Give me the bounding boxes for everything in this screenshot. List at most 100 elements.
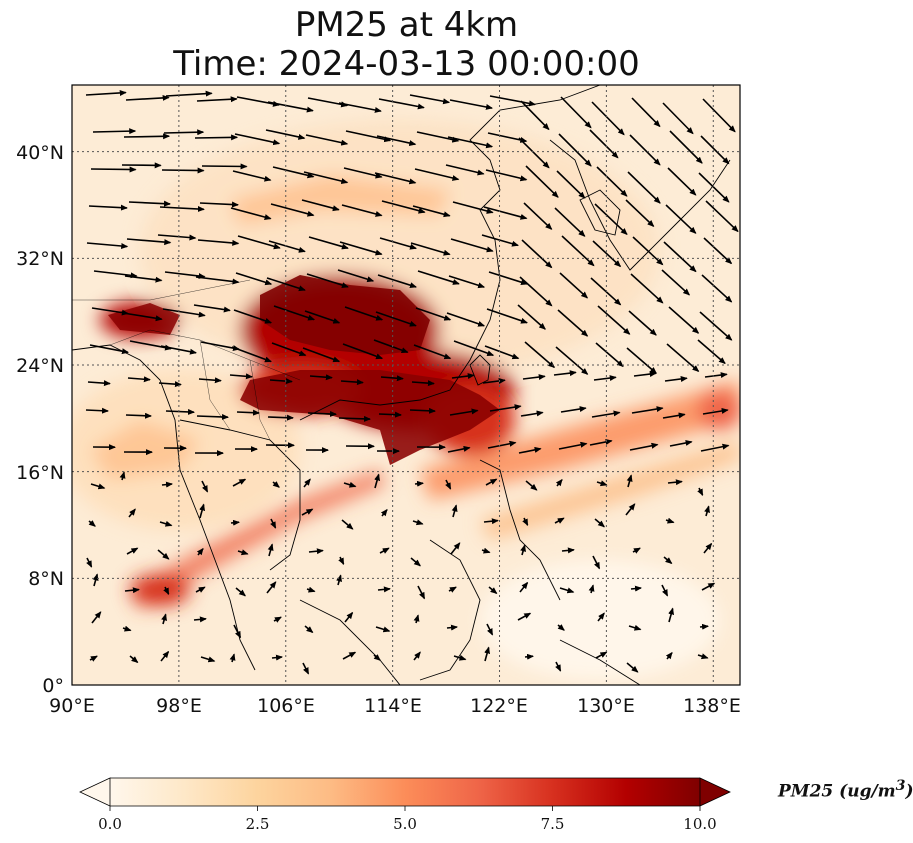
wind-arrow <box>266 581 277 594</box>
wind-arrow <box>201 480 209 493</box>
wind-arrow <box>159 205 205 212</box>
wind-arrow <box>417 270 460 285</box>
wind-arrow <box>631 97 661 128</box>
wind-arrow <box>271 654 283 661</box>
colorbar-extend-low <box>79 777 111 807</box>
colorbar-tick: 2.5 <box>246 815 270 833</box>
wind-arrow <box>341 204 383 217</box>
wind-arrow <box>485 478 498 486</box>
wind-arrow <box>336 574 342 586</box>
wind-arrow <box>337 269 375 283</box>
wind-arrow <box>272 481 280 488</box>
colorbar-tick: 0.0 <box>98 815 122 833</box>
wind-arrow <box>486 623 494 636</box>
wind-arrow <box>340 379 364 386</box>
wind-arrow <box>485 169 528 182</box>
wind-arrow <box>341 519 354 530</box>
wind-arrow <box>700 443 730 452</box>
wind-arrow <box>237 549 249 556</box>
wind-arrow <box>557 624 565 631</box>
wind-arrow <box>303 171 349 185</box>
wind-arrow <box>201 163 248 170</box>
wind-arrow <box>628 310 657 336</box>
wind-arrow <box>626 347 657 374</box>
wind-arrow <box>125 412 152 419</box>
wind-arrow <box>165 90 213 97</box>
wind-arrow <box>517 304 546 330</box>
wind-arrow <box>594 203 628 235</box>
wind-arrow <box>669 440 693 447</box>
wind-arrow <box>630 585 642 592</box>
wind-arrow <box>344 306 384 321</box>
wind-arrow <box>304 625 314 634</box>
colorbar-label: PM25 (ug/m3) <box>778 778 913 802</box>
wind-arrow <box>555 478 563 487</box>
wind-arrow <box>235 272 273 286</box>
wind-arrow <box>124 275 163 283</box>
wind-arrow <box>413 344 452 360</box>
wind-arrow <box>233 624 242 639</box>
wind-arrow <box>525 480 538 491</box>
wind-arrow <box>86 242 129 249</box>
wind-arrow <box>199 503 206 519</box>
wind-arrow <box>665 517 675 524</box>
wind-arrow <box>197 239 240 246</box>
wind-arrow <box>236 96 280 107</box>
wind-arrow <box>699 623 709 630</box>
wind-arrow <box>697 339 726 365</box>
lon-tick: 90°E <box>49 695 95 717</box>
wind-arrow <box>450 238 494 253</box>
wind-arrow <box>665 651 673 660</box>
wind-arrow <box>309 374 333 381</box>
wind-arrow <box>236 409 260 416</box>
wind-arrow <box>377 274 417 289</box>
wind-arrow <box>697 487 704 496</box>
wind-arrow <box>272 166 315 179</box>
wind-arrow <box>161 481 173 488</box>
wind-arrow <box>307 410 337 417</box>
wind-arrow <box>522 517 529 526</box>
wind-arrow <box>559 272 589 299</box>
wind-arrow <box>596 166 628 197</box>
wind-arrow <box>235 587 246 597</box>
wind-arrow <box>445 479 452 490</box>
wind-arrow <box>165 408 195 415</box>
wind-arrow <box>525 165 559 198</box>
wind-arrow <box>125 94 170 101</box>
wind-arrow <box>705 200 739 233</box>
wind-arrow <box>554 517 565 524</box>
wind-arrow <box>193 304 231 313</box>
wind-arrow <box>229 373 253 380</box>
wind-arrow <box>267 543 274 557</box>
wind-arrow <box>556 170 586 199</box>
wind-arrow <box>376 135 417 146</box>
wind-arrow <box>200 656 216 663</box>
wind-arrow <box>413 651 421 661</box>
wind-arrow <box>666 343 700 372</box>
wind-arrow <box>448 275 486 289</box>
wind-arrow <box>268 240 306 253</box>
wind-arrow <box>484 345 520 360</box>
wind-arrow <box>449 99 493 110</box>
wind-arrow <box>89 655 98 662</box>
wind-arrow <box>232 170 272 182</box>
lon-tick: 122°E <box>470 695 528 717</box>
wind-arrow <box>561 547 575 554</box>
wind-arrow <box>524 341 556 369</box>
wind-arrow <box>342 343 384 360</box>
wind-arrow <box>558 133 592 167</box>
wind-arrow <box>378 411 402 418</box>
wind-arrow <box>704 372 728 379</box>
wind-arrow <box>592 240 622 268</box>
wind-arrow <box>417 585 426 600</box>
wind-arrow <box>86 557 93 568</box>
wind-arrow <box>343 481 357 488</box>
wind-arrow <box>448 586 457 593</box>
wind-arrow <box>409 94 451 105</box>
gridlines <box>72 85 740 685</box>
wind-arrow <box>91 611 102 624</box>
wind-arrow <box>271 342 307 357</box>
wind-arrow <box>632 547 641 554</box>
wind-arrow <box>484 646 491 662</box>
wind-arrow <box>377 586 391 593</box>
